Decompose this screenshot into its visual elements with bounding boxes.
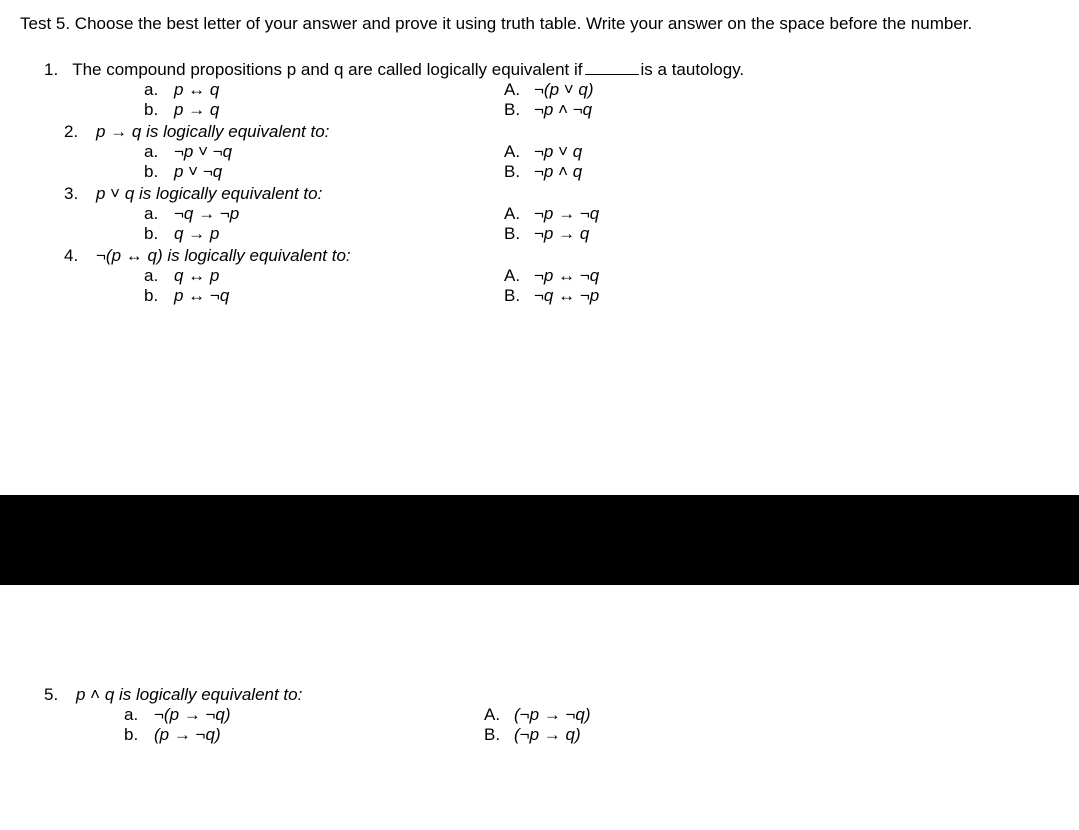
q2-opt-b-label: b. <box>144 162 164 182</box>
q3-row-a: a. ¬q → ¬p A. ¬p → ¬q <box>44 204 1079 224</box>
q3-opt-a-text: ¬q → ¬p <box>174 204 239 224</box>
q3-opt-A-label: A. <box>504 204 524 224</box>
q1-number: 1. <box>44 60 58 80</box>
q4-opt-a-text: q ↔ p <box>174 266 219 286</box>
q4-opt-A-label: A. <box>504 266 524 286</box>
q1-row-b: b. p → q B. ¬p ˄ ¬q <box>44 100 1079 120</box>
q1-opt-B-text: ¬p ˄ ¬q <box>534 100 592 120</box>
q4-opt-b-text: p ↔ ¬q <box>174 286 229 306</box>
q2-opt-b-text: p ˅ ¬q <box>174 162 222 182</box>
q1-blank <box>585 74 639 75</box>
test-instructions: Test 5. Choose the best letter of your a… <box>20 12 1079 36</box>
question-1-stem: 1. The compound propositions p and q are… <box>44 60 1079 80</box>
redaction-band <box>0 495 1079 585</box>
q5-opt-b-label: b. <box>124 725 144 745</box>
q2-row-a: a. ¬p ˅ ¬q A. ¬p ˅ q <box>44 142 1079 162</box>
q1-opt-a-label: a. <box>144 80 164 100</box>
q4-number: 4. <box>64 246 82 266</box>
q3-opt-B-label: B. <box>504 224 524 244</box>
q4-row-a: a. q ↔ p A. ¬p ↔ ¬q <box>44 266 1079 286</box>
q1-row-a: a. p ↔ q A. ¬(p ˅ q) <box>44 80 1079 100</box>
question-5-block: 5. p ˄ q is logically equivalent to: a. … <box>44 683 591 745</box>
q4-opt-A-text: ¬p ↔ ¬q <box>534 266 599 286</box>
q3-opt-A-text: ¬p → ¬q <box>534 204 599 224</box>
q5-opt-b-text: (p → ¬q) <box>154 725 221 745</box>
q4-opt-a-label: a. <box>144 266 164 286</box>
q1-opt-B-label: B. <box>504 100 524 120</box>
q1-opt-b-label: b. <box>144 100 164 120</box>
q3-opt-b-text: q → p <box>174 224 219 244</box>
q5-opt-a-label: a. <box>124 705 144 725</box>
question-3-stem: 3. p ˅ q is logically equivalent to: <box>44 184 1079 204</box>
q3-opt-b-label: b. <box>144 224 164 244</box>
q1-opt-A-text: ¬(p ˅ q) <box>534 80 594 100</box>
q4-opt-b-label: b. <box>144 286 164 306</box>
questions-container: 1. The compound propositions p and q are… <box>20 60 1079 306</box>
q1-opt-A-label: A. <box>504 80 524 100</box>
q5-number: 5. <box>44 685 62 705</box>
q4-row-b: b. p ↔ ¬q B. ¬q ↔ ¬p <box>44 286 1079 306</box>
q2-opt-B-text: ¬p ˄ q <box>534 162 582 182</box>
q5-stem-text: p ˄ q is logically equivalent to: <box>76 685 302 705</box>
q5-row-b: b. (p → ¬q) B. (¬p → q) <box>44 725 591 745</box>
q1-text-pre: The compound propositions p and q are ca… <box>72 60 582 80</box>
q2-row-b: b. p ˅ ¬q B. ¬p ˄ q <box>44 162 1079 182</box>
q5-opt-A-label: A. <box>484 705 504 725</box>
q2-stem-text: p → q is logically equivalent to: <box>96 122 329 142</box>
q3-row-b: b. q → p B. ¬p → q <box>44 224 1079 244</box>
q5-opt-B-label: B. <box>484 725 504 745</box>
q4-stem-text: ¬(p ↔ q) is logically equivalent to: <box>96 246 351 266</box>
question-2-stem: 2. p → q is logically equivalent to: <box>44 122 1079 142</box>
q5-opt-B-text: (¬p → q) <box>514 725 581 745</box>
q3-opt-a-label: a. <box>144 204 164 224</box>
q1-text-post: is a tautology. <box>641 60 745 80</box>
q5-row-a: a. ¬(p → ¬q) A. (¬p → ¬q) <box>44 705 591 725</box>
q1-opt-b-text: p → q <box>174 100 219 120</box>
q1-opt-a-text: p ↔ q <box>174 80 219 100</box>
q3-number: 3. <box>64 184 82 204</box>
q2-number: 2. <box>64 122 82 142</box>
q3-opt-B-text: ¬p → q <box>534 224 589 244</box>
q5-opt-a-text: ¬(p → ¬q) <box>154 705 231 725</box>
q2-opt-a-text: ¬p ˅ ¬q <box>174 142 232 162</box>
question-4-stem: 4. ¬(p ↔ q) is logically equivalent to: <box>44 246 1079 266</box>
q2-opt-A-label: A. <box>504 142 524 162</box>
q2-opt-a-label: a. <box>144 142 164 162</box>
q5-opt-A-text: (¬p → ¬q) <box>514 705 591 725</box>
q4-opt-B-text: ¬q ↔ ¬p <box>534 286 599 306</box>
q2-opt-A-text: ¬p ˅ q <box>534 142 582 162</box>
q3-stem-text: p ˅ q is logically equivalent to: <box>96 184 322 204</box>
question-5-stem: 5. p ˄ q is logically equivalent to: <box>44 685 591 705</box>
q4-opt-B-label: B. <box>504 286 524 306</box>
q2-opt-B-label: B. <box>504 162 524 182</box>
